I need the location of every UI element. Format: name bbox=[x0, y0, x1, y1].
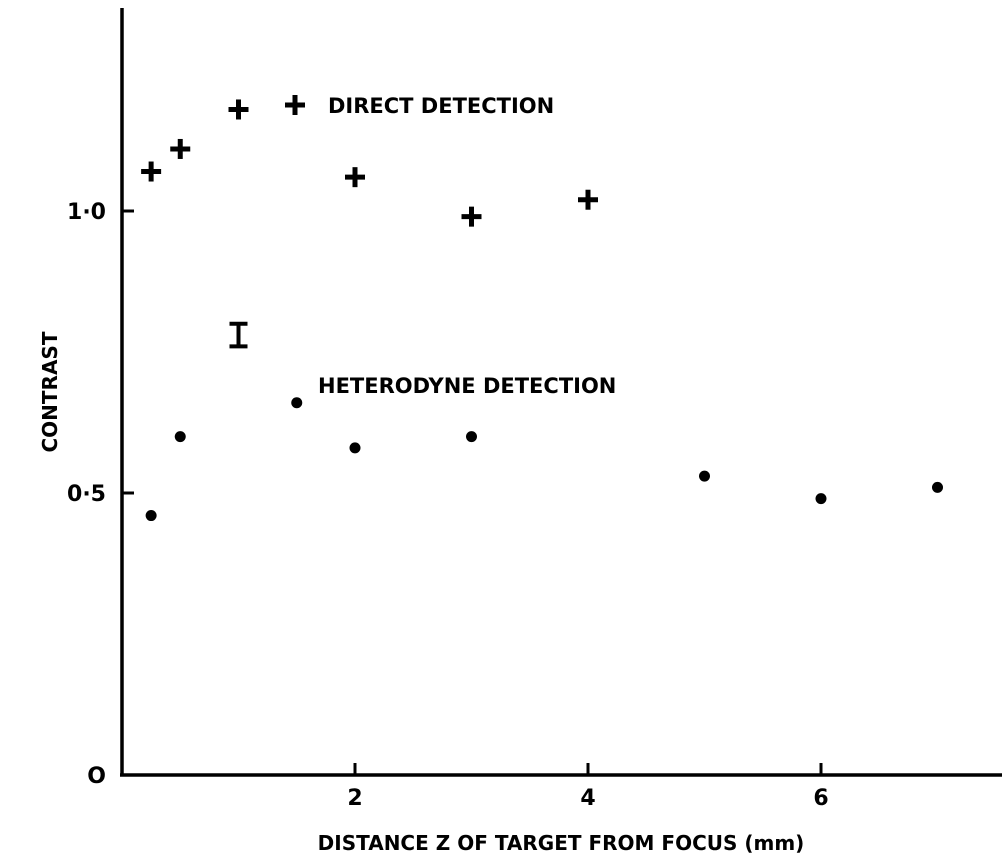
heterodyne-detection-point-4 bbox=[466, 431, 477, 443]
error-bar bbox=[229, 321, 248, 349]
x-axis-title: DISTANCE Z OF TARGET FROM FOCUS (mm) bbox=[318, 831, 805, 855]
legend: DIRECT DETECTION HETERODYNE DETECTION bbox=[285, 94, 616, 398]
heterodyne-detection-point-7 bbox=[932, 481, 943, 493]
heterodyne-detection-point-3 bbox=[349, 442, 361, 454]
y-tick-label-1: 0·5 bbox=[67, 482, 106, 507]
heterodyne-detection-point-6 bbox=[815, 493, 827, 505]
data-marks bbox=[141, 99, 943, 522]
legend-direct-label: DIRECT DETECTION bbox=[328, 94, 554, 118]
y-tick-label-0: O bbox=[87, 764, 106, 789]
direct-detection-point-5 bbox=[578, 189, 598, 210]
direct-detection-point-4 bbox=[461, 206, 482, 227]
x-tick-label-1: 4 bbox=[580, 786, 595, 811]
heterodyne-detection-point-0 bbox=[145, 510, 157, 522]
y-ticks: O 0·5 1·0 bbox=[67, 200, 134, 789]
y-axis-title: CONTRAST bbox=[38, 331, 62, 452]
direct-detection-point-2 bbox=[228, 99, 249, 120]
direct-detection-point-0 bbox=[141, 161, 162, 182]
x-tick-label-2: 6 bbox=[813, 786, 828, 811]
legend-heterodyne-label: HETERODYNE DETECTION bbox=[318, 374, 616, 398]
x-tick-label-0: 2 bbox=[347, 786, 362, 811]
heterodyne-detection-point-2 bbox=[291, 397, 303, 409]
axes bbox=[120, 8, 1002, 777]
heterodyne-detection-point-5 bbox=[699, 470, 710, 482]
direct-detection-point-3 bbox=[345, 167, 365, 188]
heterodyne-detection-point-1 bbox=[174, 431, 186, 443]
direct-detection-point-1 bbox=[170, 138, 191, 159]
legend-direct-marker bbox=[285, 95, 305, 115]
x-ticks: 2 4 6 bbox=[347, 763, 829, 811]
y-tick-label-2: 1·0 bbox=[67, 200, 106, 225]
